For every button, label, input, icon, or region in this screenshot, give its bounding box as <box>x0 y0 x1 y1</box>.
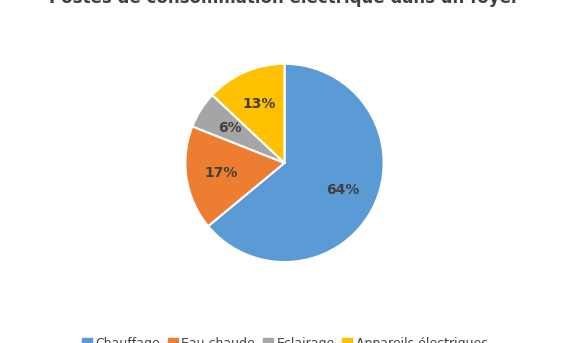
Wedge shape <box>185 127 284 226</box>
Text: 64%: 64% <box>326 184 360 197</box>
Title: Postes de consommation électrique dans un foyer: Postes de consommation électrique dans u… <box>50 0 519 7</box>
Text: 17%: 17% <box>204 166 237 180</box>
Wedge shape <box>212 64 284 163</box>
Text: 13%: 13% <box>242 97 275 111</box>
Legend: Chauffage, Eau chaude, Eclairage, Appareils électriques: Chauffage, Eau chaude, Eclairage, Appare… <box>76 332 493 343</box>
Text: 6%: 6% <box>218 121 242 135</box>
Wedge shape <box>192 95 284 163</box>
Wedge shape <box>208 64 384 262</box>
